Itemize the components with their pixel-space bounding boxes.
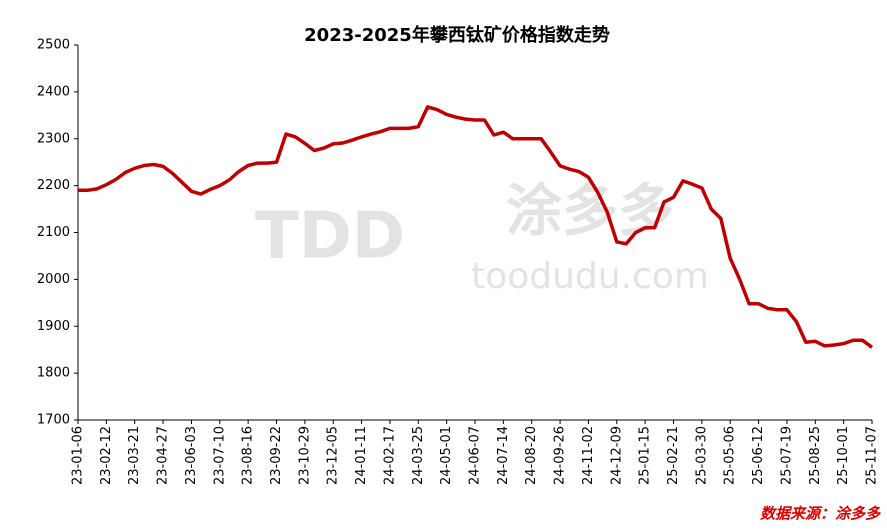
y-tick-label: 1900 <box>37 319 70 334</box>
x-tick-label: 24-09-26 <box>553 426 568 485</box>
x-tick-label: 23-09-22 <box>269 426 284 485</box>
y-tick-label: 2100 <box>37 225 70 240</box>
x-tick-label: 23-12-05 <box>326 426 341 485</box>
x-tick-label: 25-02-21 <box>666 426 681 485</box>
x-tick-label: 25-11-07 <box>865 426 880 485</box>
y-tick-label: 2200 <box>37 178 70 193</box>
price-line <box>78 105 874 349</box>
x-tick-label: 24-05-01 <box>439 426 454 485</box>
x-tick-label: 23-07-10 <box>212 426 227 485</box>
x-tick-label: 24-02-17 <box>382 426 397 485</box>
x-tick-label: 23-03-21 <box>127 426 142 485</box>
y-tick-label: 2400 <box>37 84 70 99</box>
x-tick-label: 24-06-07 <box>468 426 483 485</box>
x-tick-label: 25-08-25 <box>808 426 823 485</box>
x-tick-label: 23-06-03 <box>184 426 199 485</box>
y-tick-label: 1700 <box>37 413 70 428</box>
x-tick-label: 24-01-11 <box>354 426 369 485</box>
x-tick-label: 24-07-14 <box>496 426 511 485</box>
x-tick-label: 25-10-01 <box>836 426 851 485</box>
x-tick-label: 24-12-09 <box>609 426 624 485</box>
watermark-url: toodudu.com <box>471 256 709 297</box>
x-tick-label: 25-07-19 <box>779 426 794 485</box>
x-tick-label: 24-08-20 <box>524 426 539 485</box>
x-tick-label: 25-03-30 <box>694 426 709 485</box>
x-tick-label: 23-02-12 <box>99 426 114 485</box>
y-tick-label: 2000 <box>37 272 70 287</box>
x-tick-label: 23-10-29 <box>297 426 312 485</box>
x-tick-label: 23-01-06 <box>71 426 86 485</box>
y-tick-label: 2500 <box>37 38 70 53</box>
x-tick-label: 23-04-27 <box>156 426 171 485</box>
x-tick-label: 25-01-15 <box>638 426 653 485</box>
y-tick-label: 1800 <box>37 366 70 381</box>
chart-title: 2023-2025年攀西钛矿价格指数走势 <box>304 24 610 46</box>
watermark-name: 涂多多 <box>506 179 674 244</box>
x-tick-label: 24-11-02 <box>581 426 596 485</box>
y-tick-label: 2300 <box>37 131 70 146</box>
source-note: 数据来源：涂多多 <box>760 505 881 523</box>
x-tick-label: 24-03-25 <box>411 426 426 485</box>
x-tick-label: 23-08-16 <box>241 426 256 485</box>
x-tick-label: 25-05-06 <box>723 426 738 485</box>
x-tick-label: 25-06-12 <box>751 426 766 485</box>
watermark-logo: TDD <box>255 200 405 274</box>
